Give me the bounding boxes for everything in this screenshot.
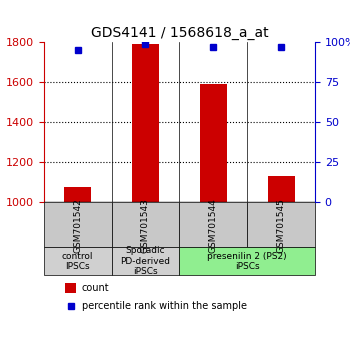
FancyBboxPatch shape — [247, 202, 315, 247]
FancyBboxPatch shape — [112, 202, 179, 247]
FancyBboxPatch shape — [44, 247, 112, 275]
FancyBboxPatch shape — [112, 247, 179, 275]
FancyBboxPatch shape — [179, 247, 315, 275]
Text: percentile rank within the sample: percentile rank within the sample — [82, 301, 247, 311]
Title: GDS4141 / 1568618_a_at: GDS4141 / 1568618_a_at — [91, 26, 268, 40]
Text: GSM701544: GSM701544 — [209, 198, 218, 253]
Bar — [64, 187, 91, 202]
Text: control
IPSCs: control IPSCs — [62, 252, 93, 271]
Text: GSM701543: GSM701543 — [141, 198, 150, 253]
Text: GSM701542: GSM701542 — [73, 198, 82, 253]
Text: GSM701545: GSM701545 — [276, 198, 286, 253]
FancyBboxPatch shape — [179, 202, 247, 247]
Text: count: count — [82, 283, 109, 293]
Text: presenilin 2 (PS2)
iPSCs: presenilin 2 (PS2) iPSCs — [207, 252, 287, 271]
FancyBboxPatch shape — [44, 202, 112, 247]
Bar — [267, 176, 295, 202]
Bar — [65, 283, 76, 293]
Bar — [132, 45, 159, 202]
Bar — [200, 85, 227, 202]
Text: Sporadic
PD-derived
iPSCs: Sporadic PD-derived iPSCs — [120, 246, 170, 276]
